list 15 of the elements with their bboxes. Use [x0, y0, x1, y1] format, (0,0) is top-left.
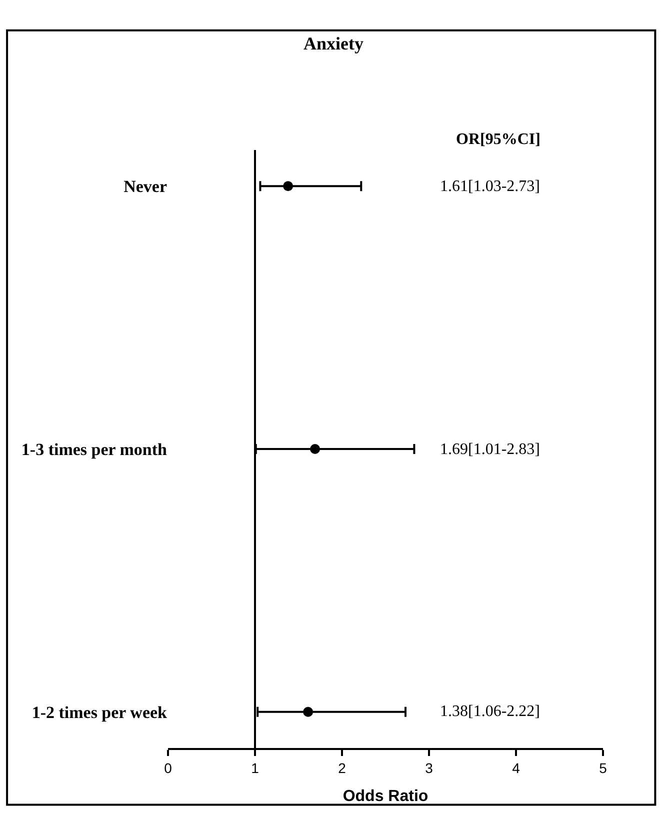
y-tick-label: 1-2 times per week — [32, 702, 168, 722]
annotation: 1.61[1.03-2.73] — [440, 178, 540, 195]
x-tick-label: 3 — [425, 760, 434, 776]
y-tick-label: Never — [124, 177, 168, 196]
x-tick-label: 1 — [251, 760, 260, 776]
x-tick-label: 4 — [512, 760, 520, 776]
x-axis-title: Odds Ratio — [342, 788, 428, 805]
chart-title: Anxiety — [304, 33, 364, 54]
text: OR[95%CI] — [456, 131, 540, 148]
annotation: 1.38[1.06-2.22] — [440, 703, 540, 720]
x-tick-label: 5 — [599, 760, 608, 776]
annotation: 1.69[1.01-2.83] — [440, 441, 540, 458]
x-tick-label: 2 — [338, 760, 346, 776]
y-tick-label: 1-3 times per month — [21, 440, 168, 459]
x-tick-label: 0 — [164, 760, 172, 776]
